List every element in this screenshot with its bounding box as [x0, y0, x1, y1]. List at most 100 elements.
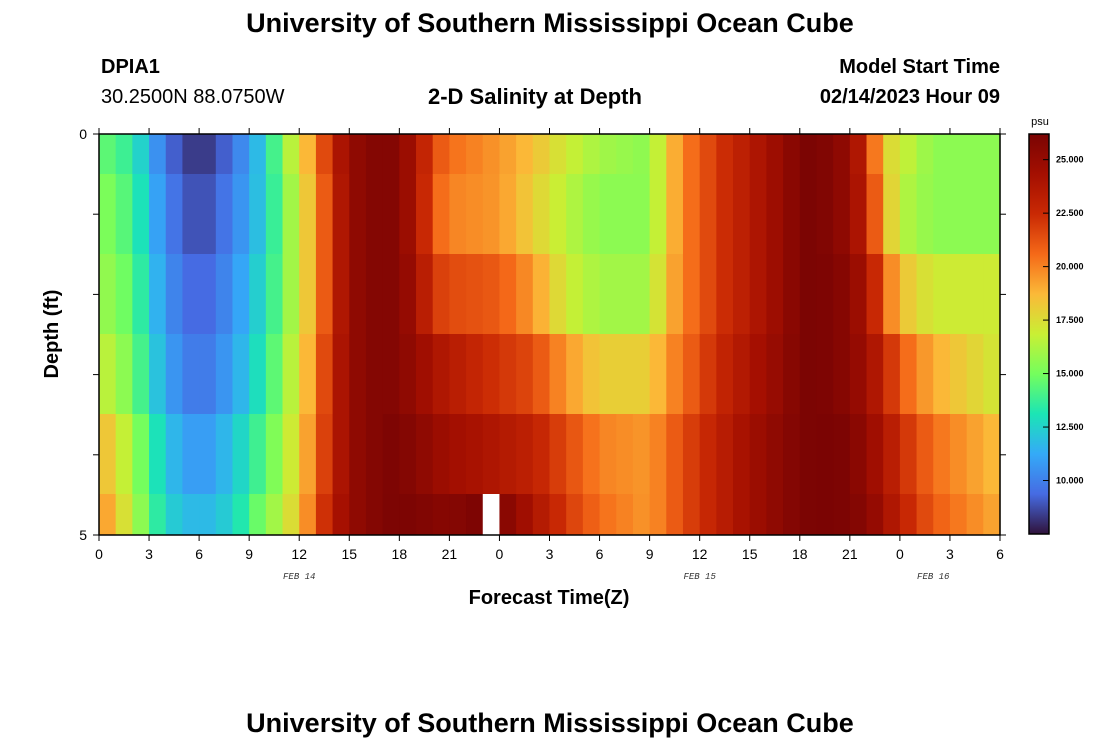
- heatmap-cell: [365, 174, 384, 254]
- heatmap-cell: [132, 174, 150, 254]
- heatmap-cell: [866, 334, 884, 414]
- heatmap-cell: [349, 134, 367, 174]
- heatmap-cell: [599, 494, 617, 535]
- heatmap-cell: [432, 134, 450, 174]
- heatmap-cell: [599, 414, 617, 494]
- heatmap-cell: [132, 414, 150, 494]
- heatmap-cell: [432, 254, 450, 334]
- heatmap-cell: [649, 334, 667, 414]
- heatmap-cell: [599, 334, 617, 414]
- heatmap-cell: [115, 334, 133, 414]
- heatmap-cell: [265, 334, 284, 414]
- heatmap-cell: [232, 414, 250, 494]
- heatmap-cell: [733, 134, 751, 174]
- heatmap-cell: [532, 134, 551, 174]
- heatmap-cell: [349, 334, 367, 414]
- heatmap-cell: [699, 494, 717, 535]
- colorbar-tick-label: 12.500: [1056, 422, 1084, 432]
- heatmap-cell: [249, 174, 267, 254]
- heatmap-cell: [799, 254, 818, 334]
- heatmap-cell: [382, 174, 400, 254]
- heatmap-cell: [332, 414, 350, 494]
- heatmap-cell: [432, 494, 450, 535]
- heatmap-cell: [149, 334, 167, 414]
- heatmap-cell: [315, 494, 334, 535]
- heatmap-cell: [199, 414, 217, 494]
- heatmap-cell: [332, 174, 350, 254]
- heatmap-cell: [866, 494, 884, 535]
- heatmap-cell: [482, 174, 501, 254]
- colorbar-tick-label: 10.000: [1056, 476, 1084, 486]
- heatmap-cell: [849, 414, 868, 494]
- heatmap-cell: [632, 414, 651, 494]
- heatmap-cell: [315, 414, 334, 494]
- heatmap-cell: [966, 494, 984, 535]
- model-start-label: Model Start Time: [839, 56, 1000, 78]
- heatmap-cell: [516, 254, 534, 334]
- heatmap-cell: [966, 174, 984, 254]
- heatmap-cell: [382, 334, 400, 414]
- heatmap-cell: [699, 174, 717, 254]
- heatmap-cell: [766, 414, 784, 494]
- heatmap-cell: [315, 254, 334, 334]
- heatmap-cell: [399, 134, 417, 174]
- heatmap-cell: [332, 494, 350, 535]
- x-tick-label: 18: [792, 546, 808, 562]
- heatmap-cell: [232, 494, 250, 535]
- heatmap-cell: [215, 334, 234, 414]
- heatmap-cell: [265, 134, 284, 174]
- heatmap-cell: [899, 174, 918, 254]
- heatmap-cell: [699, 334, 717, 414]
- heatmap-cell: [666, 334, 684, 414]
- heatmap-cell: [99, 414, 117, 494]
- heatmap-cell: [649, 494, 667, 535]
- heatmap-cell: [182, 414, 200, 494]
- chart-subtitle: 2-D Salinity at Depth: [428, 84, 642, 109]
- heatmap-cell: [165, 414, 184, 494]
- heatmap-cell: [582, 414, 601, 494]
- heatmap-cell: [115, 494, 133, 535]
- heatmap-cell: [265, 494, 284, 535]
- heatmap-cell: [899, 494, 918, 535]
- heatmap-cell: [599, 174, 617, 254]
- heatmap-cell: [115, 414, 133, 494]
- heatmap-cell: [215, 254, 234, 334]
- heatmap-cell: [866, 134, 884, 174]
- missing-data-gap: [485, 494, 494, 535]
- heatmap-cell: [799, 134, 818, 174]
- heatmap-cell: [716, 494, 734, 535]
- heatmap-cell: [349, 174, 367, 254]
- heatmap-cell: [499, 174, 517, 254]
- heatmap-cell: [149, 494, 167, 535]
- colorbar-tick-label: 25.000: [1056, 155, 1084, 165]
- heatmap-cell: [783, 494, 801, 535]
- heatmap-cell: [649, 254, 667, 334]
- heatmap-cell: [115, 134, 133, 174]
- heatmap-cell: [632, 334, 651, 414]
- heatmap-cell: [666, 414, 684, 494]
- heatmap-cell: [99, 494, 117, 535]
- heatmap-cell: [649, 134, 667, 174]
- heatmap-cell: [783, 134, 801, 174]
- heatmap-cell: [716, 134, 734, 174]
- date-label: FEB 16: [917, 572, 950, 582]
- heatmap-cell: [749, 134, 768, 174]
- heatmap-cell: [115, 254, 133, 334]
- heatmap-cell: [916, 414, 934, 494]
- x-tick-label: 9: [646, 546, 654, 562]
- colorbar: psu 10.000 12.500 15.000 17.500 20.000 22.500…: [1028, 116, 1084, 535]
- heatmap-cell: [416, 174, 434, 254]
- x-tick-label: 0: [896, 546, 904, 562]
- heatmap-cell: [332, 334, 350, 414]
- heatmap-cell: [899, 134, 918, 174]
- heatmap-cell: [399, 494, 417, 535]
- heatmap-cell: [282, 254, 300, 334]
- heatmap-cell: [933, 134, 951, 174]
- y-tick-label: 0: [79, 126, 87, 142]
- heatmap-cell: [99, 134, 117, 174]
- heatmap-cell: [666, 494, 684, 535]
- heatmap-cell: [899, 414, 918, 494]
- heatmap-cell: [749, 254, 768, 334]
- heatmap-cell: [616, 134, 634, 174]
- heatmap-cell: [582, 334, 601, 414]
